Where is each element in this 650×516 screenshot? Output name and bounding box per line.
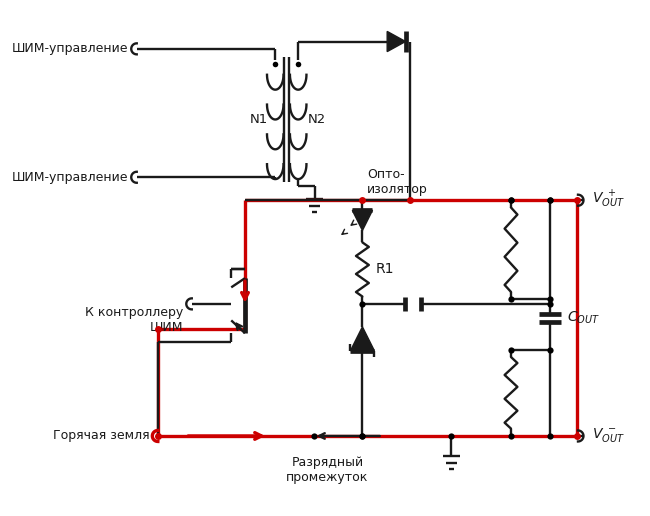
Text: N2: N2 [307,113,326,126]
Polygon shape [352,211,372,231]
Text: $C_{OUT}$: $C_{OUT}$ [567,310,600,326]
Text: $V_{OUT}^{\ -}$: $V_{OUT}^{\ -}$ [592,426,625,444]
Polygon shape [350,327,374,351]
Text: ШИМ-управление: ШИМ-управление [12,42,129,55]
Text: К контроллеру
ШИМ: К контроллеру ШИМ [85,305,183,334]
Text: N1: N1 [250,113,268,126]
Text: Горячая земля: Горячая земля [53,429,150,442]
Text: Опто-
изолятор: Опто- изолятор [367,168,428,196]
Text: $V_{OUT}^{\ +}$: $V_{OUT}^{\ +}$ [592,189,625,210]
Text: R1: R1 [375,263,394,277]
Text: Разрядный
промежуток: Разрядный промежуток [287,456,369,484]
Polygon shape [387,31,406,52]
Text: ШИМ-управление: ШИМ-управление [12,171,129,184]
